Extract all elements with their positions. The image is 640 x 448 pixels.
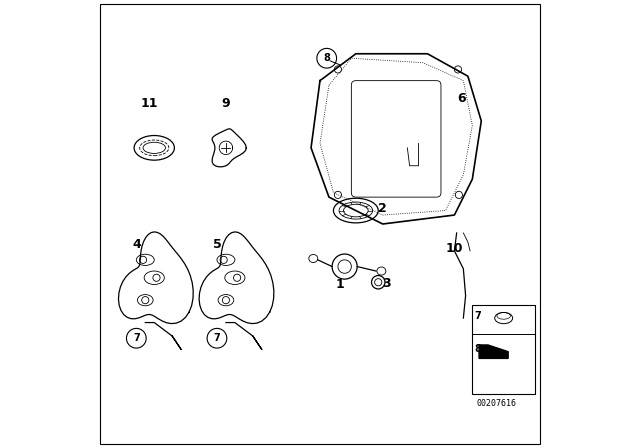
Text: 3: 3	[382, 277, 390, 290]
Text: 9: 9	[221, 96, 230, 110]
Text: 00207616: 00207616	[477, 399, 517, 408]
Text: 10: 10	[445, 242, 463, 255]
Text: 7: 7	[214, 333, 220, 343]
Text: 5: 5	[212, 237, 221, 251]
Text: 2: 2	[378, 202, 387, 215]
Text: 6: 6	[457, 92, 465, 105]
Text: 7: 7	[133, 333, 140, 343]
Text: 11: 11	[141, 96, 159, 110]
Text: 4: 4	[132, 237, 141, 251]
Text: 7: 7	[475, 311, 481, 321]
Text: 8: 8	[323, 53, 330, 63]
Text: 8: 8	[475, 345, 481, 354]
Polygon shape	[479, 345, 508, 358]
Text: 1: 1	[336, 278, 344, 291]
Bar	[472, 305, 535, 394]
